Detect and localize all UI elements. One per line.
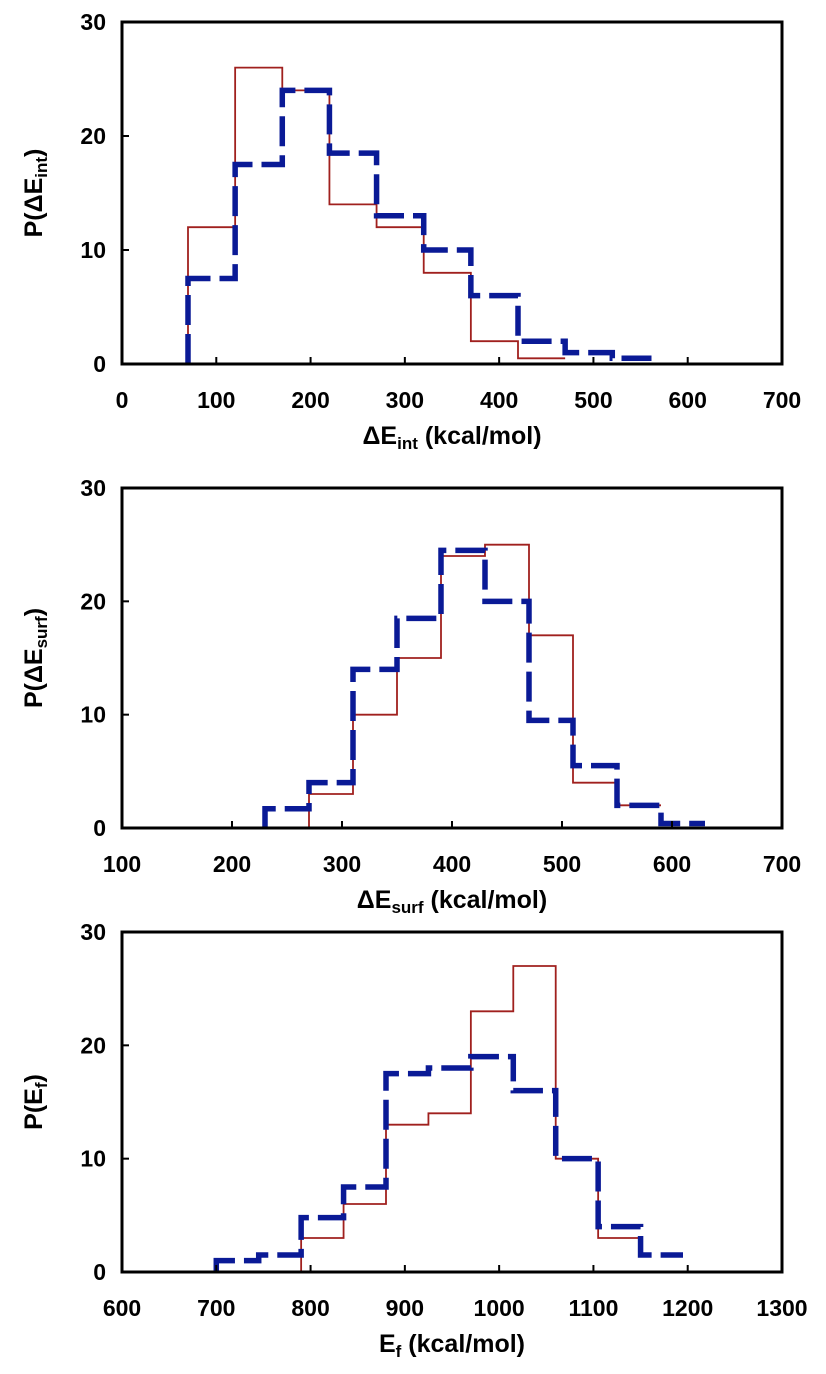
x-tick-label: 400	[480, 387, 518, 413]
x-tick-label: 600	[669, 387, 707, 413]
dashed-histogram-series	[185, 87, 660, 364]
x-axis-title-subscript: int	[397, 434, 418, 453]
y-tick-label: 30	[80, 9, 106, 35]
x-axis-title: ΔEsurf (kcal/mol)	[357, 886, 547, 917]
y-axis-title-base: P(E	[20, 1088, 48, 1130]
y-axis-title-suffix: )	[20, 1074, 48, 1082]
y-tick-label: 20	[80, 123, 106, 149]
x-tick-label: 0	[116, 387, 129, 413]
x-tick-label: 600	[653, 851, 691, 877]
y-tick-label: 30	[80, 475, 106, 501]
x-tick-label: 200	[291, 387, 329, 413]
x-tick-label: 100	[103, 851, 141, 877]
x-tick-label: 300	[386, 387, 424, 413]
y-tick-label: 0	[93, 815, 106, 841]
dashed-histogram-series	[213, 1053, 683, 1272]
x-tick-label: 700	[763, 387, 801, 413]
x-tick-label: 1300	[756, 1295, 807, 1321]
solid-histogram-series	[187, 66, 566, 364]
x-tick-label: 500	[574, 387, 612, 413]
y-tick-label: 10	[80, 1146, 106, 1172]
x-tick-label: 100	[197, 387, 235, 413]
x-tick-label: 500	[543, 851, 581, 877]
x-axis-title-suffix: (kcal/mol)	[401, 1330, 525, 1358]
y-axis-title-subscript: f	[32, 1082, 51, 1088]
y-tick-label: 20	[80, 588, 106, 614]
y-axis-title-base: P(ΔE	[20, 648, 48, 708]
y-axis-title: P(Ef)	[20, 1074, 51, 1130]
dashed-histogram-series	[262, 547, 705, 828]
y-axis-title-suffix: )	[20, 608, 48, 616]
y-tick-label: 30	[80, 919, 106, 945]
plot-frame	[120, 930, 784, 1274]
histogram-panel-3: 600 700 800 900 1000 1100 1200 1300 0 10 20 30 Ef (k…	[20, 919, 808, 1361]
x-axis-title-suffix: (kcal/mol)	[418, 422, 542, 450]
x-axis-title-base: E	[379, 1330, 396, 1358]
x-tick-label: 1000	[474, 1295, 525, 1321]
y-tick-label: 20	[80, 1032, 106, 1058]
x-tick-label: 700	[197, 1295, 235, 1321]
x-axis-title-subscript: surf	[391, 898, 423, 917]
x-tick-label: 1100	[568, 1295, 618, 1321]
x-axis-title: Ef (kcal/mol)	[379, 1330, 525, 1361]
y-axis-title: P(ΔEsurf)	[20, 608, 51, 708]
y-tick-label: 10	[80, 702, 106, 728]
x-tick-label: 800	[291, 1295, 329, 1321]
x-axis-title-base: ΔE	[357, 886, 392, 914]
x-axis-title-subscript: f	[396, 1342, 402, 1361]
y-axis-title-suffix: )	[20, 149, 48, 157]
x-tick-label: 600	[103, 1295, 141, 1321]
x-tick-label: 300	[323, 851, 361, 877]
y-tick-label: 10	[80, 237, 106, 263]
x-tick-label: 900	[386, 1295, 424, 1321]
x-axis-title: ΔEint (kcal/mol)	[362, 422, 541, 453]
solid-histogram-series	[265, 543, 661, 829]
x-tick-label: 700	[763, 851, 801, 877]
y-axis-title: P(ΔEint)	[20, 149, 51, 238]
y-tick-label: 0	[93, 351, 106, 377]
plot-frame	[120, 20, 784, 366]
x-axis-title-suffix: (kcal/mol)	[424, 886, 548, 914]
y-axis-title-subscript: int	[32, 157, 51, 178]
y-axis-title-subscript: surf	[32, 616, 51, 648]
x-tick-label: 1200	[662, 1295, 713, 1321]
x-tick-label: 200	[213, 851, 251, 877]
x-axis-title-base: ΔE	[362, 422, 397, 450]
x-tick-label: 400	[433, 851, 471, 877]
y-axis-title-base: P(ΔE	[20, 178, 48, 238]
y-tick-label: 0	[93, 1259, 106, 1285]
